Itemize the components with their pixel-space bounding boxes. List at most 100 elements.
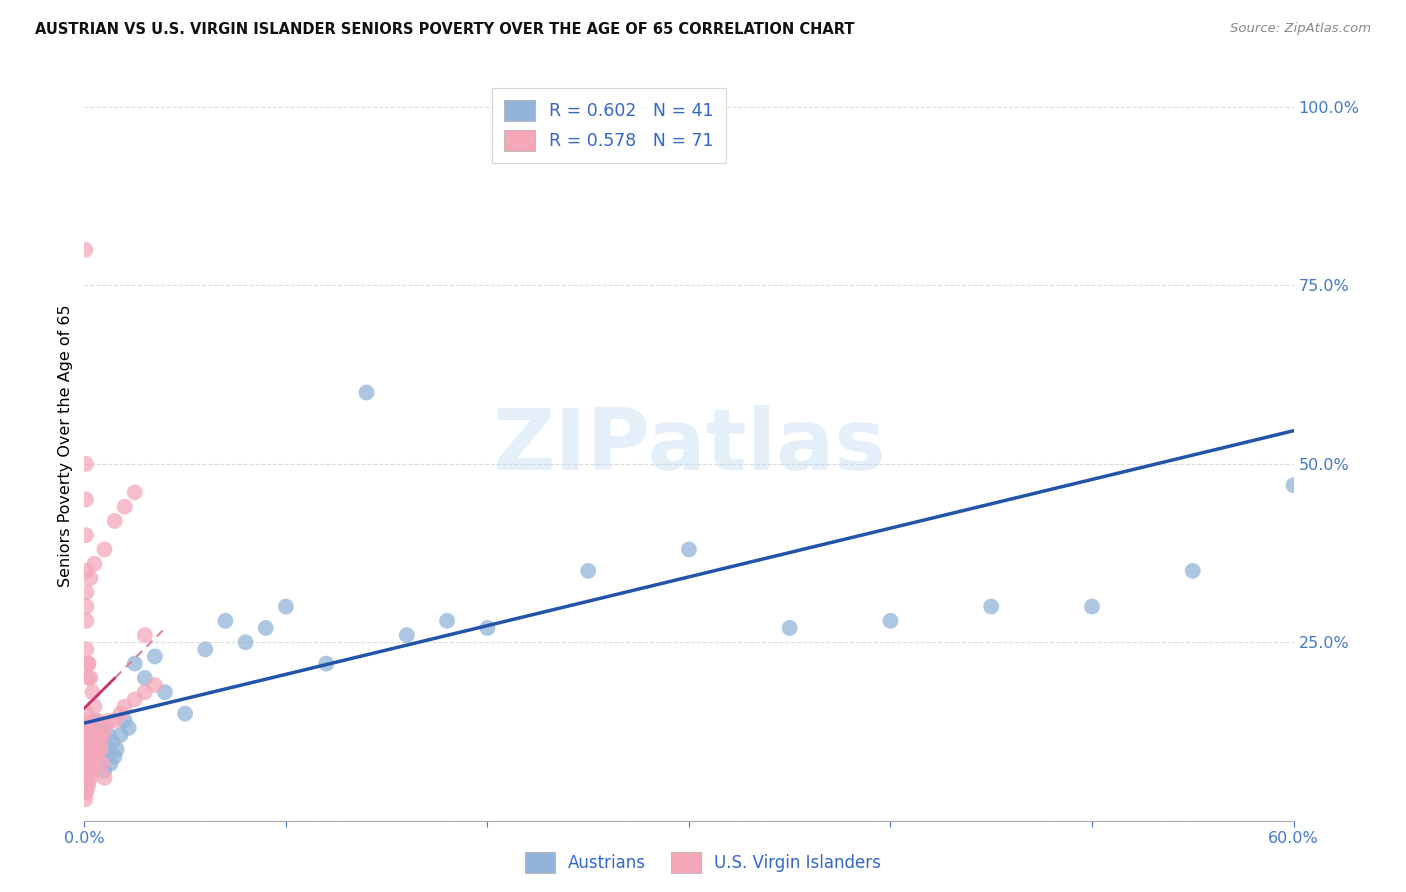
Point xyxy=(75,706,97,721)
Point xyxy=(77,764,100,778)
Point xyxy=(86,714,108,728)
Point xyxy=(91,721,114,735)
Point xyxy=(134,628,156,642)
Point xyxy=(86,714,108,728)
Point xyxy=(678,542,700,557)
Point xyxy=(77,735,100,749)
Point xyxy=(436,614,458,628)
Point xyxy=(274,599,297,614)
Point xyxy=(124,485,146,500)
Point xyxy=(97,728,120,742)
Point xyxy=(87,728,110,742)
Point xyxy=(75,735,97,749)
Point xyxy=(75,728,97,742)
Point xyxy=(114,699,136,714)
Point xyxy=(143,649,166,664)
Point xyxy=(75,614,97,628)
Point xyxy=(104,714,127,728)
Point xyxy=(93,764,115,778)
Point xyxy=(79,571,101,585)
Point xyxy=(134,685,156,699)
Point xyxy=(118,721,141,735)
Point xyxy=(101,735,124,749)
Point xyxy=(235,635,257,649)
Point xyxy=(100,756,122,771)
Point xyxy=(75,564,97,578)
Text: AUSTRIAN VS U.S. VIRGIN ISLANDER SENIORS POVERTY OVER THE AGE OF 65 CORRELATION : AUSTRIAN VS U.S. VIRGIN ISLANDER SENIORS… xyxy=(35,22,855,37)
Point xyxy=(96,742,118,756)
Point xyxy=(79,756,101,771)
Point xyxy=(75,714,97,728)
Point xyxy=(75,585,97,599)
Point xyxy=(77,721,100,735)
Point xyxy=(79,742,101,756)
Point xyxy=(75,243,97,257)
Point xyxy=(75,492,97,507)
Point xyxy=(93,542,115,557)
Point xyxy=(576,564,599,578)
Point xyxy=(79,742,101,756)
Point xyxy=(75,764,97,778)
Point xyxy=(97,714,120,728)
Point xyxy=(82,749,104,764)
Point xyxy=(82,685,104,699)
Point xyxy=(477,621,499,635)
Point xyxy=(153,685,176,699)
Point xyxy=(214,614,236,628)
Point xyxy=(124,692,146,706)
Point xyxy=(75,785,97,799)
Point xyxy=(1181,564,1204,578)
Point xyxy=(76,771,98,785)
Point xyxy=(93,771,115,785)
Point xyxy=(79,671,101,685)
Point xyxy=(91,756,114,771)
Point xyxy=(174,706,197,721)
Point xyxy=(980,599,1002,614)
Text: ZIPatlas: ZIPatlas xyxy=(492,404,886,488)
Point xyxy=(83,742,105,756)
Point xyxy=(77,657,100,671)
Point xyxy=(104,514,127,528)
Point xyxy=(1282,478,1305,492)
Point xyxy=(779,621,801,635)
Point xyxy=(83,756,105,771)
Point xyxy=(77,657,100,671)
Point xyxy=(75,742,97,756)
Point xyxy=(75,778,97,792)
Point xyxy=(143,678,166,692)
Point xyxy=(75,785,97,799)
Point xyxy=(75,771,97,785)
Point xyxy=(75,528,97,542)
Legend: Austrians, U.S. Virgin Islanders: Austrians, U.S. Virgin Islanders xyxy=(517,846,889,880)
Legend: R = 0.602   N = 41, R = 0.578   N = 71: R = 0.602 N = 41, R = 0.578 N = 71 xyxy=(492,87,725,163)
Point xyxy=(87,735,110,749)
Point xyxy=(114,500,136,514)
Point xyxy=(79,771,101,785)
Point xyxy=(315,657,337,671)
Point xyxy=(75,756,97,771)
Point xyxy=(75,771,97,785)
Point xyxy=(75,792,97,806)
Point xyxy=(76,742,98,756)
Point xyxy=(82,728,104,742)
Point xyxy=(87,742,110,756)
Point xyxy=(134,671,156,685)
Point xyxy=(89,749,111,764)
Point xyxy=(83,756,105,771)
Point xyxy=(89,735,111,749)
Point xyxy=(254,621,277,635)
Point xyxy=(82,764,104,778)
Point xyxy=(105,742,128,756)
Point xyxy=(75,599,97,614)
Point xyxy=(77,671,100,685)
Point xyxy=(83,557,105,571)
Point xyxy=(110,728,132,742)
Point xyxy=(395,628,418,642)
Point xyxy=(879,614,901,628)
Point xyxy=(89,742,111,756)
Point xyxy=(356,385,378,400)
Point xyxy=(76,756,98,771)
Point xyxy=(83,699,105,714)
Point xyxy=(91,728,114,742)
Point xyxy=(75,457,97,471)
